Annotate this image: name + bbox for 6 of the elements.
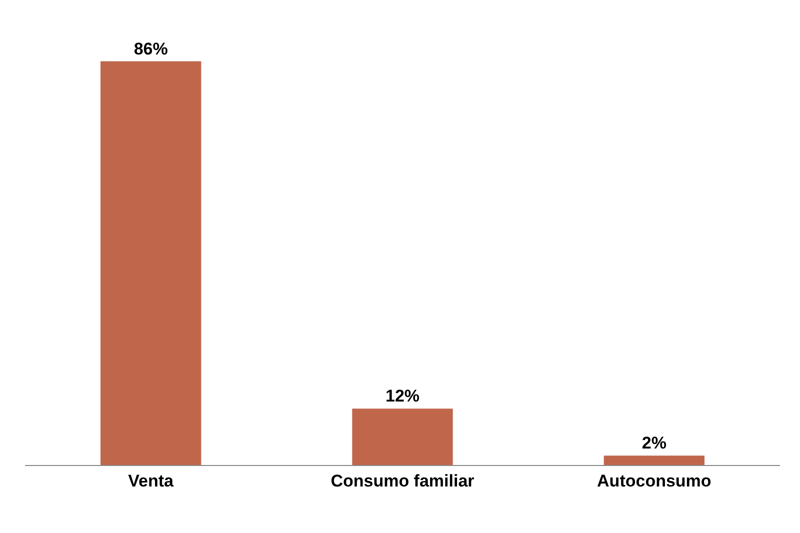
data-label: 2%	[642, 434, 666, 453]
x-tick-label: Consumo familiar	[330, 471, 475, 490]
x-tick-label: Autoconsumo	[597, 471, 712, 490]
data-label: 12%	[385, 386, 420, 406]
x-tick-label: Venta	[128, 471, 174, 490]
data-label: 86%	[134, 39, 168, 58]
